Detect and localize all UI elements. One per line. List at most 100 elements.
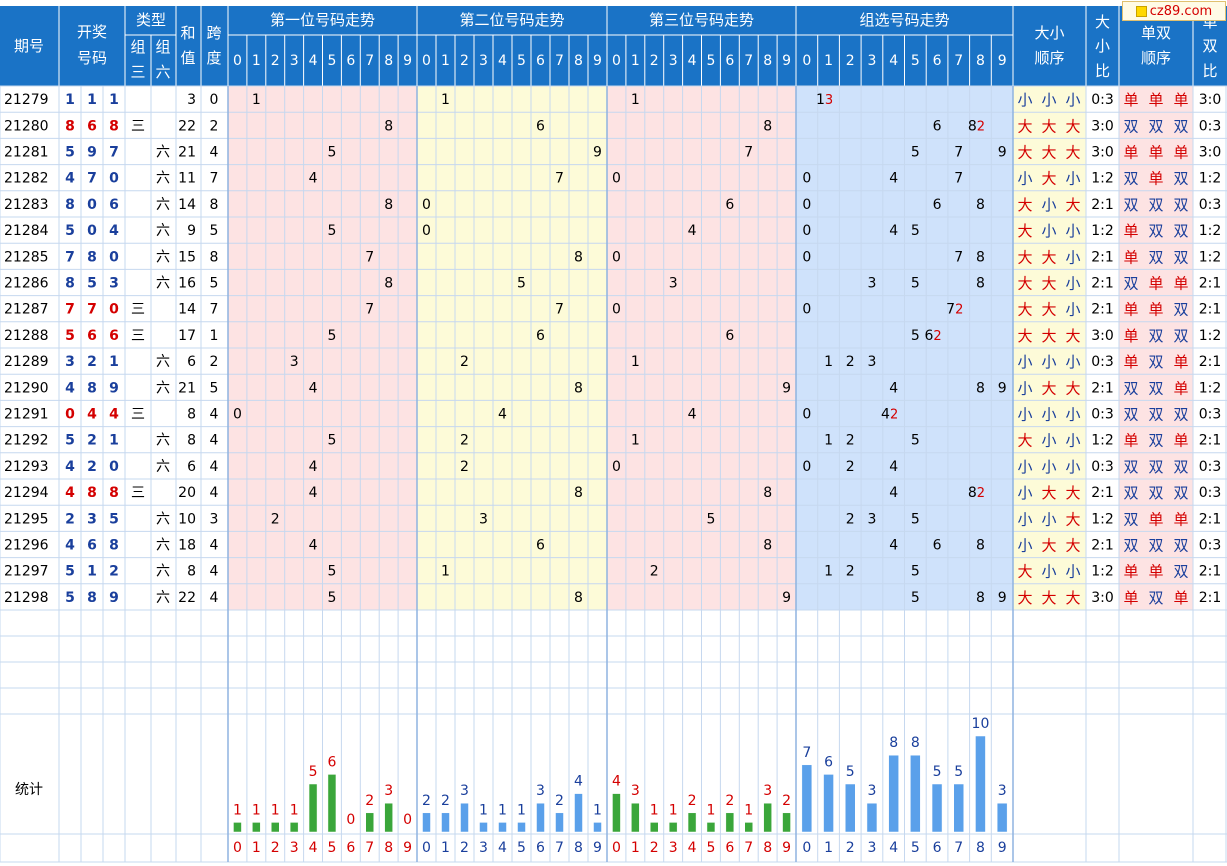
trend-group-number: 4	[889, 485, 898, 501]
header-digit: 7	[744, 53, 753, 69]
row-bigsmall-ratio: 1:2	[1091, 564, 1114, 580]
stat-bar	[612, 793, 621, 833]
row-oddeven-item: 单	[1123, 222, 1138, 240]
stat-digit-label: 0	[233, 840, 242, 856]
trend-pos3-number: 1	[631, 354, 640, 370]
stat-bar	[289, 822, 299, 833]
row-span: 5	[210, 380, 219, 396]
stat-digit-label: 9	[403, 840, 412, 856]
stat-digit-label: 6	[933, 840, 942, 856]
header-digit: 9	[998, 53, 1007, 69]
row-oddeven-item: 单	[1148, 275, 1163, 293]
stat-bar	[631, 802, 640, 833]
trend-group-multiplicity: 3	[825, 93, 833, 108]
trend-group-number: 0	[802, 223, 811, 239]
header-oddeven-order-line2: 顺序	[1141, 49, 1171, 67]
trend-pos2-number: 2	[460, 354, 469, 370]
stat-bar-label: 2	[688, 793, 697, 809]
row-bigsmall-ratio: 2:1	[1091, 276, 1114, 292]
stat-bar-label: 5	[954, 764, 963, 780]
header-digit: 9	[403, 53, 412, 69]
row-draw-digit: 0	[87, 197, 97, 213]
header-zu6-line1: 组	[155, 38, 170, 56]
header-draw-line1: 开奖	[77, 23, 107, 41]
row-bigsmall-item: 大	[1041, 275, 1056, 293]
stat-digit-label: 1	[441, 840, 450, 856]
row-sum: 18	[178, 538, 196, 554]
row-oddeven-ratio: 2:1	[1199, 302, 1222, 318]
stat-bar-label: 1	[517, 802, 526, 818]
trend-pos3-number: 8	[763, 485, 772, 501]
row-bigsmall-item: 小	[1017, 91, 1032, 109]
stat-bar-label: 6	[824, 754, 833, 770]
row-bigsmall-item: 小	[1065, 248, 1080, 266]
row-draw-digit: 8	[109, 118, 119, 134]
trend-pos3-number: 9	[782, 380, 791, 396]
stat-digit-label: 2	[650, 840, 659, 856]
row-bigsmall-item: 小	[1041, 91, 1056, 109]
stat-digit-label: 8	[574, 840, 583, 856]
row-oddeven-ratio: 2:1	[1199, 511, 1222, 527]
header-issue: 期号	[14, 37, 44, 55]
stat-digit-label: 7	[365, 840, 374, 856]
row-bigsmall-item: 大	[1041, 537, 1056, 555]
trend-group-number: 7	[954, 171, 963, 187]
stat-digit-label: 6	[536, 840, 545, 856]
row-bigsmall-item: 大	[1017, 327, 1032, 345]
header-digit: 1	[252, 53, 261, 69]
row-bigsmall-item: 大	[1017, 301, 1032, 319]
stat-bar	[744, 822, 753, 833]
trend-pos1-number: 8	[384, 118, 393, 134]
row-draw-digit: 8	[87, 249, 97, 265]
stat-bar	[866, 802, 878, 833]
header-sum-line2: 值	[180, 49, 195, 67]
stat-digit-label: 7	[555, 840, 564, 856]
row-span: 4	[210, 485, 219, 501]
row-bigsmall-item: 小	[1065, 406, 1080, 424]
stat-bar	[574, 793, 583, 833]
stat-bar-label: 5	[309, 764, 318, 780]
row-bigsmall-item: 大	[1041, 379, 1056, 397]
trend-group-number: 5	[911, 145, 920, 161]
stat-digit-label: 5	[327, 840, 336, 856]
row-draw-digit: 4	[65, 380, 75, 396]
trend-pos1-number: 5	[327, 223, 336, 239]
trend-group-number: 0	[802, 171, 811, 187]
row-oddeven-item: 双	[1148, 432, 1163, 450]
trend-group-number: 5	[911, 223, 920, 239]
trend-group-number: 8	[976, 276, 985, 292]
row-span: 2	[210, 118, 219, 134]
trend-group-number: 42	[881, 407, 898, 423]
header-digit: 9	[593, 53, 602, 69]
trend-pos1-number: 2	[271, 511, 280, 527]
stat-bar	[888, 754, 899, 833]
trend-pos2-number: 6	[536, 538, 545, 554]
header-digit: 6	[933, 53, 942, 69]
trend-pos2-number: 2	[460, 459, 469, 475]
stat-bar-label: 1	[271, 802, 280, 818]
header-digit: 7	[954, 53, 963, 69]
row-bigsmall-item: 小	[1017, 170, 1032, 188]
row-draw-digit: 4	[65, 485, 75, 501]
row-draw-digit: 5	[65, 223, 75, 239]
row-oddeven-item: 单	[1173, 432, 1188, 450]
stat-digit-label: 3	[290, 840, 299, 856]
site-logo[interactable]: cz89.com	[1122, 1, 1226, 21]
header-digit: 8	[384, 53, 393, 69]
trend-pos1-number: 5	[327, 328, 336, 344]
stat-bar-label: 1	[650, 802, 659, 818]
row-oddeven-item: 双	[1173, 248, 1188, 266]
row-oddeven-item: 双	[1148, 589, 1163, 607]
stat-bar-label: 1	[252, 802, 261, 818]
row-bigsmall-item: 小	[1065, 91, 1080, 109]
row-oddeven-item: 单	[1148, 91, 1163, 109]
row-sum: 8	[187, 564, 196, 580]
trend-pos1-number: 4	[309, 380, 318, 396]
row-sum: 21	[178, 380, 196, 396]
trend-pos2-number: 1	[441, 92, 450, 108]
row-draw-digit: 7	[87, 171, 97, 187]
row-issue: 21292	[4, 433, 49, 449]
row-type-zu6: 六	[156, 564, 170, 580]
stat-bar-label: 3	[460, 783, 469, 799]
stat-bar-label: 3	[631, 783, 640, 799]
